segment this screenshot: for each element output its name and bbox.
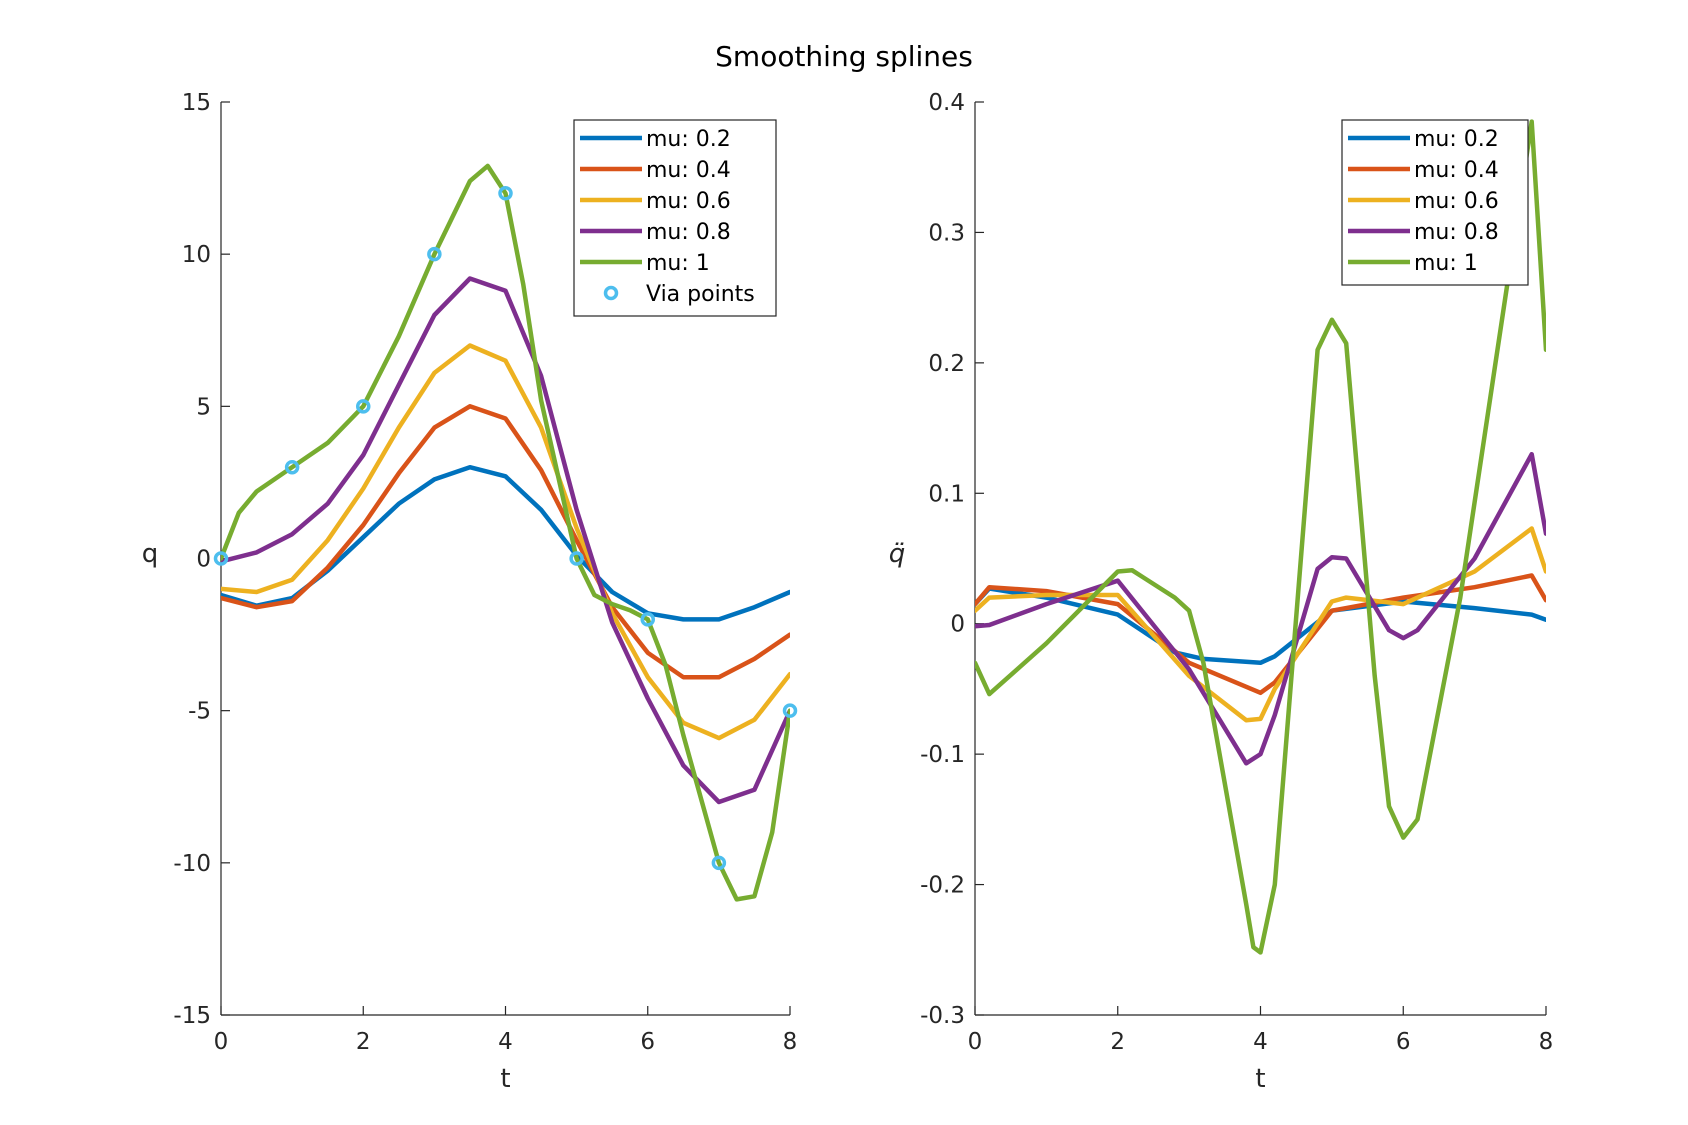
- x-tick-label: 2: [356, 1029, 371, 1055]
- via-point-marker: [427, 246, 442, 262]
- legend-label: mu: 0.6: [1414, 189, 1499, 214]
- legend-label: mu: 0.8: [1414, 220, 1499, 245]
- y-tick-label: -0.3: [920, 1003, 965, 1029]
- x-axis-title: t: [500, 1064, 510, 1094]
- x-tick-label: 8: [783, 1029, 798, 1055]
- via-point-marker: [213, 551, 229, 566]
- legend-label: mu: 1: [646, 251, 710, 276]
- legend-label: mu: 0.4: [1414, 158, 1499, 183]
- x-tick-label: 2: [1110, 1029, 1125, 1055]
- legend-label: mu: 0.4: [646, 158, 731, 183]
- legend: mu: 0.2 mu: 0.4 mu: 0.6 mu: 0.8 mu: 1: [1341, 119, 1529, 286]
- y-tick-label: 0.4: [928, 90, 965, 116]
- via-point-marker: [356, 399, 371, 414]
- y-tick-label: 0.2: [928, 351, 965, 377]
- y-tick-label: 15: [182, 90, 211, 116]
- series-line-2: [975, 573, 1546, 696]
- y-tick-label: -10: [173, 851, 211, 877]
- series-line-5: [975, 119, 1546, 955]
- x-tick-label: 0: [968, 1029, 983, 1055]
- y-tick-label: -5: [188, 699, 211, 725]
- via-point-marker: [640, 612, 655, 627]
- series-line-3: [221, 343, 790, 741]
- series-line-2: [221, 404, 790, 680]
- via-point-marker: [498, 186, 513, 201]
- figure-title: Smoothing splines: [715, 40, 973, 73]
- y-tick-label: 0.3: [928, 220, 965, 246]
- x-tick-label: 4: [498, 1029, 513, 1055]
- y-tick-label: -15: [173, 1003, 211, 1029]
- y-tick-label: -0.1: [920, 742, 965, 768]
- legend: mu: 0.2 mu: 0.4 mu: 0.6 mu: 0.8 mu: 1 Via poi…: [573, 119, 777, 317]
- x-axis-title: t: [1255, 1064, 1265, 1094]
- y-tick-label: 0: [196, 547, 211, 573]
- legend-swatch-marker: [603, 285, 619, 301]
- series-line-1: [221, 464, 790, 622]
- legend-label: mu: 0.6: [646, 189, 731, 214]
- y-tick-label: 0.1: [928, 481, 965, 507]
- y-axis-title: q̈: [889, 539, 906, 569]
- legend-label: mu: 0.2: [1414, 127, 1499, 152]
- y-tick-label: 10: [182, 242, 211, 268]
- y-axis-title: q: [142, 539, 159, 569]
- y-tick-label: 5: [196, 394, 211, 420]
- series-line-1: [975, 586, 1546, 666]
- legend-label: mu: 0.8: [646, 220, 731, 245]
- x-tick-label: 6: [640, 1029, 655, 1055]
- series-line-4: [221, 276, 790, 805]
- legend-box: [573, 119, 777, 317]
- legend-label: Via points: [646, 282, 755, 307]
- x-tick-label: 4: [1253, 1029, 1268, 1055]
- legend-box: [1341, 119, 1529, 286]
- series-line-5: [221, 163, 790, 902]
- x-tick-label: 0: [214, 1029, 229, 1055]
- legend-label: mu: 1: [1414, 251, 1478, 276]
- legend-label: mu: 0.2: [646, 127, 731, 152]
- via-point-marker: [284, 459, 300, 475]
- via-point-marker: [782, 703, 798, 718]
- x-tick-label: 8: [1539, 1029, 1554, 1055]
- y-tick-label: -0.2: [920, 873, 965, 899]
- x-tick-label: 6: [1396, 1029, 1411, 1055]
- chart-2: 0 2 4 6 8 -0.3 -0.2 -0.1 0 0.1 0.2 0.3 0.4 t q̈ mu: 0.2…: [889, 90, 1554, 1094]
- via-point-marker: [711, 855, 727, 871]
- via-point-marker: [569, 551, 584, 566]
- series-line-4: [975, 451, 1546, 766]
- y-tick-label: 0: [950, 612, 965, 638]
